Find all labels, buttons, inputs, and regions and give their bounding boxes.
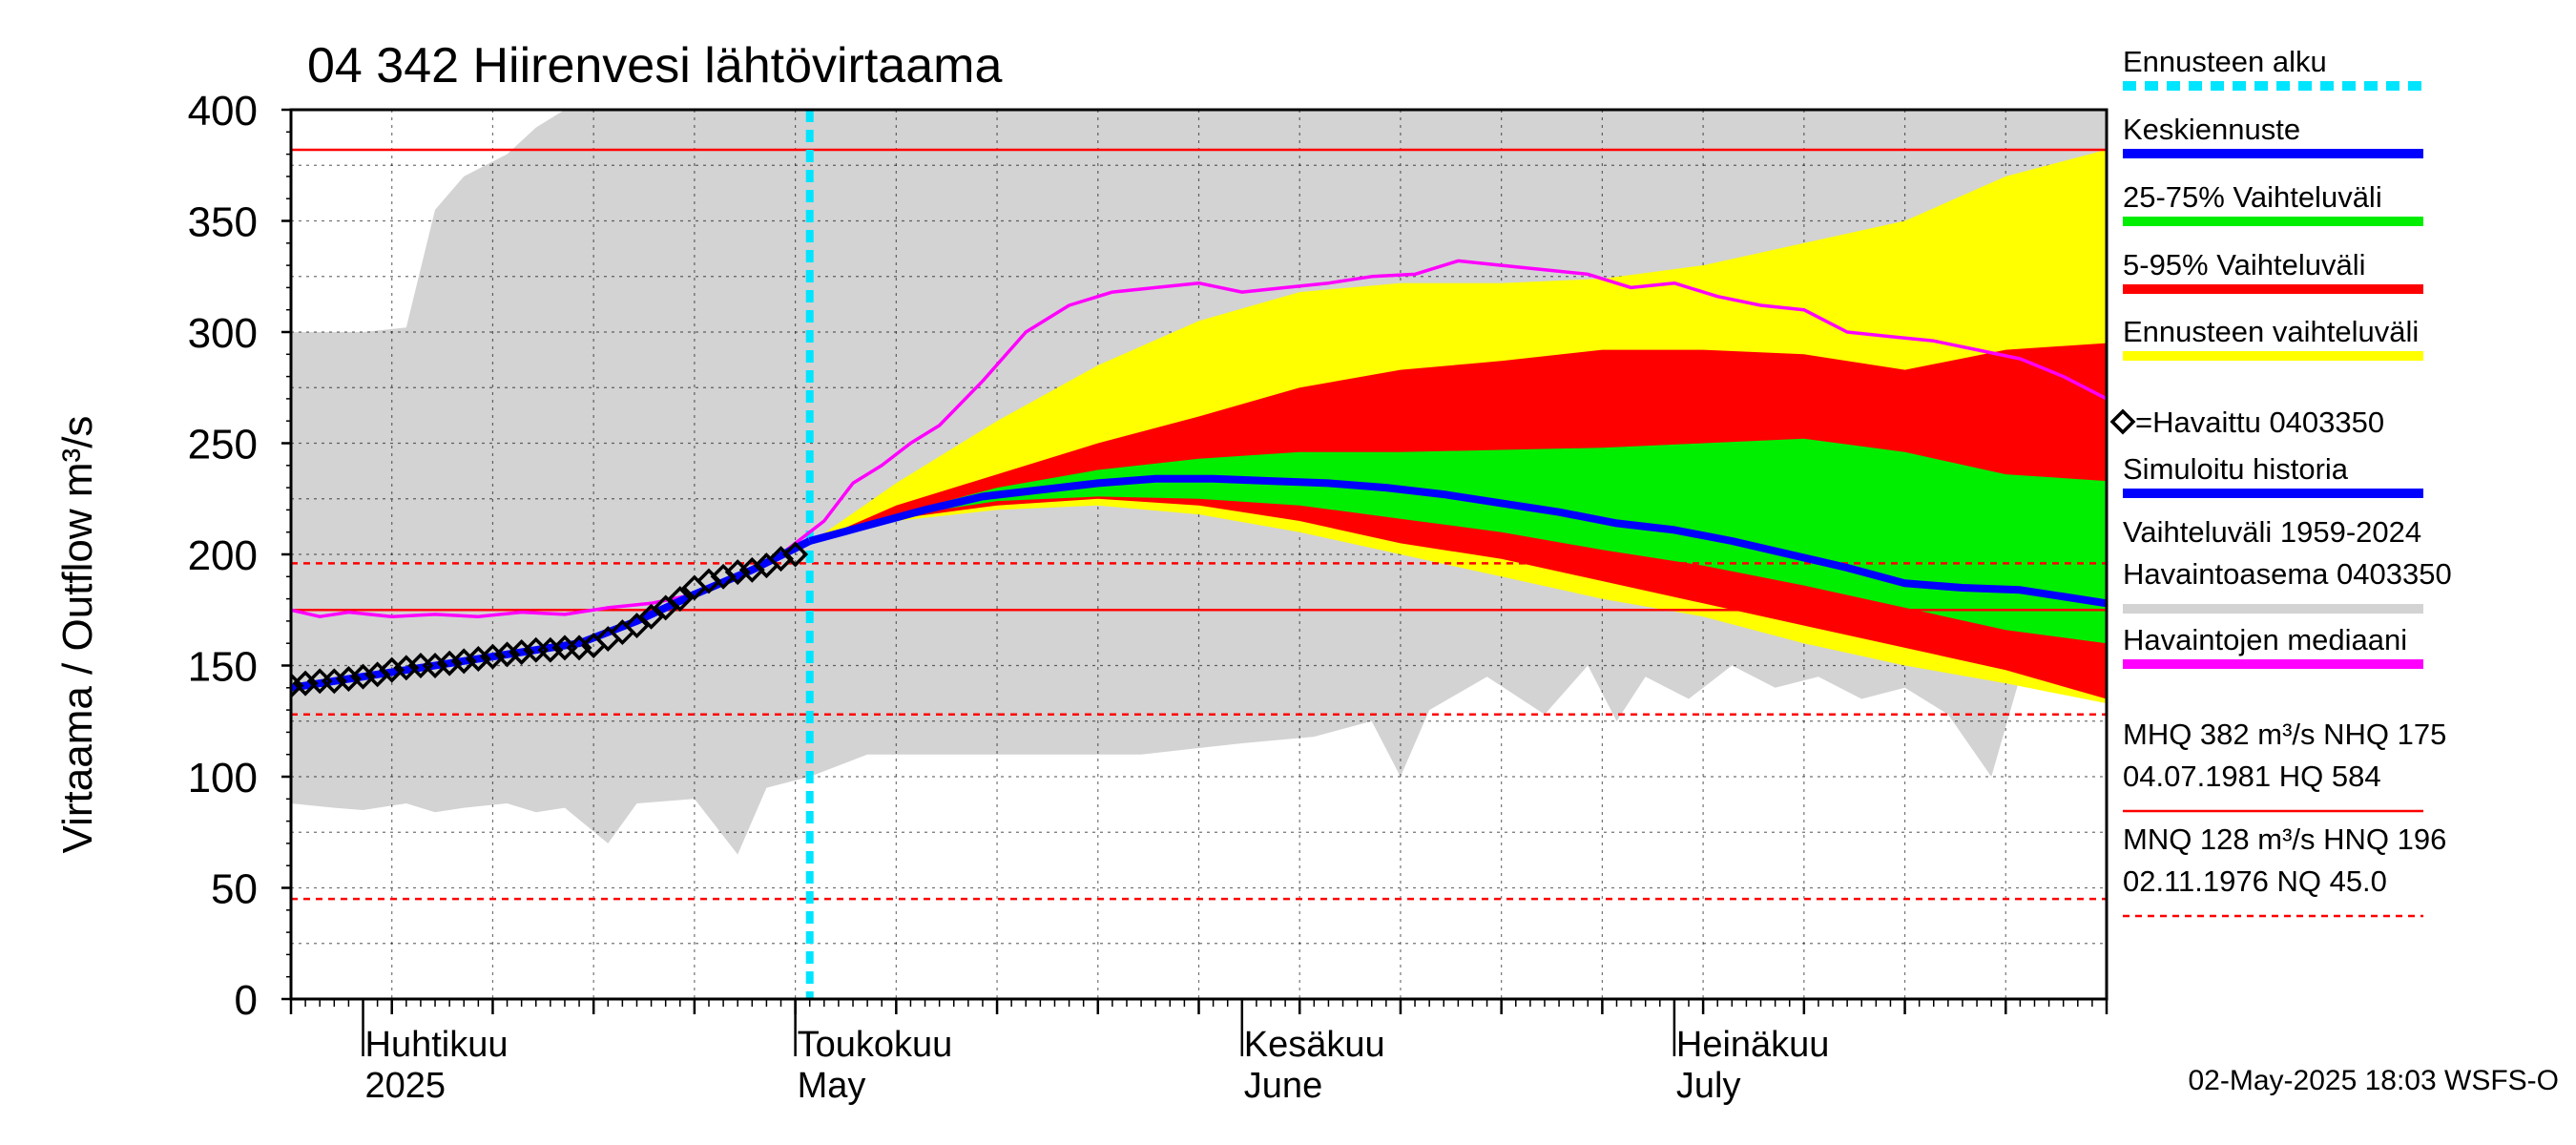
legend-label-2: Havaintoasema 0403350 bbox=[2123, 557, 2452, 591]
legend-label: MNQ 128 m³/s HNQ 196 bbox=[2123, 822, 2446, 856]
series-line bbox=[291, 259, 2107, 618]
y-tick-label: 50 bbox=[211, 866, 258, 913]
legend-observed-marker bbox=[2109, 408, 2136, 435]
legend-label: 25-75% Vaihteluväli bbox=[2123, 180, 2382, 214]
chart-title: 04 342 Hiirenvesi lähtövirtaama bbox=[307, 38, 1002, 94]
legend: Ennusteen alku Keskiennuste 25-75% Vaihtel… bbox=[2109, 45, 2452, 918]
legend-label: 5-95% Vaihteluväli bbox=[2123, 248, 2365, 281]
month-label: Huhtikuu bbox=[365, 1025, 509, 1065]
legend-label: MHQ 382 m³/s NHQ 175 bbox=[2123, 718, 2446, 751]
observed-point bbox=[667, 586, 694, 613]
y-tick-label: 100 bbox=[188, 755, 258, 802]
legend-label: Ennusteen alku bbox=[2123, 45, 2327, 78]
footer-timestamp: 02-May-2025 18:03 WSFS-O bbox=[2189, 1065, 2560, 1096]
forecast-band bbox=[809, 438, 2107, 644]
month-sublabel: June bbox=[1244, 1066, 1322, 1106]
month-sublabel: July bbox=[1676, 1066, 1741, 1106]
observed-point bbox=[782, 541, 809, 568]
month-label: Kesäkuu bbox=[1244, 1025, 1385, 1065]
month-sublabel: May bbox=[798, 1066, 866, 1106]
month-label: Toukokuu bbox=[798, 1025, 953, 1065]
series-line bbox=[808, 474, 2107, 608]
legend-label-2: 02.11.1976 NQ 45.0 bbox=[2123, 864, 2387, 898]
y-tick-label: 400 bbox=[188, 88, 258, 135]
legend-label: Keskiennuste bbox=[2123, 113, 2300, 146]
y-tick-label: 0 bbox=[235, 977, 258, 1024]
series-line bbox=[291, 537, 812, 692]
legend-label: Havaintojen mediaani bbox=[2123, 623, 2407, 656]
legend-label: Ennusteen vaihteluväli bbox=[2123, 315, 2419, 348]
y-axis-label: Virtaama / Outflow m³/s bbox=[54, 416, 101, 854]
y-tick-label: 300 bbox=[188, 310, 258, 357]
legend-label-2: 04.07.1981 HQ 584 bbox=[2123, 760, 2381, 793]
y-tick-label: 150 bbox=[188, 644, 258, 691]
y-tick-label: 250 bbox=[188, 422, 258, 468]
plot-inner bbox=[291, 110, 2107, 999]
legend-label: Simuloitu historia bbox=[2123, 452, 2349, 486]
y-tick-label: 200 bbox=[188, 532, 258, 579]
month-sublabel: 2025 bbox=[365, 1066, 447, 1106]
y-tick-label: 350 bbox=[188, 199, 258, 246]
legend-label: Vaihteluväli 1959-2024 bbox=[2123, 515, 2421, 549]
month-label: Heinäkuu bbox=[1676, 1025, 1830, 1065]
legend-label: =Havaittu 0403350 bbox=[2135, 406, 2384, 439]
